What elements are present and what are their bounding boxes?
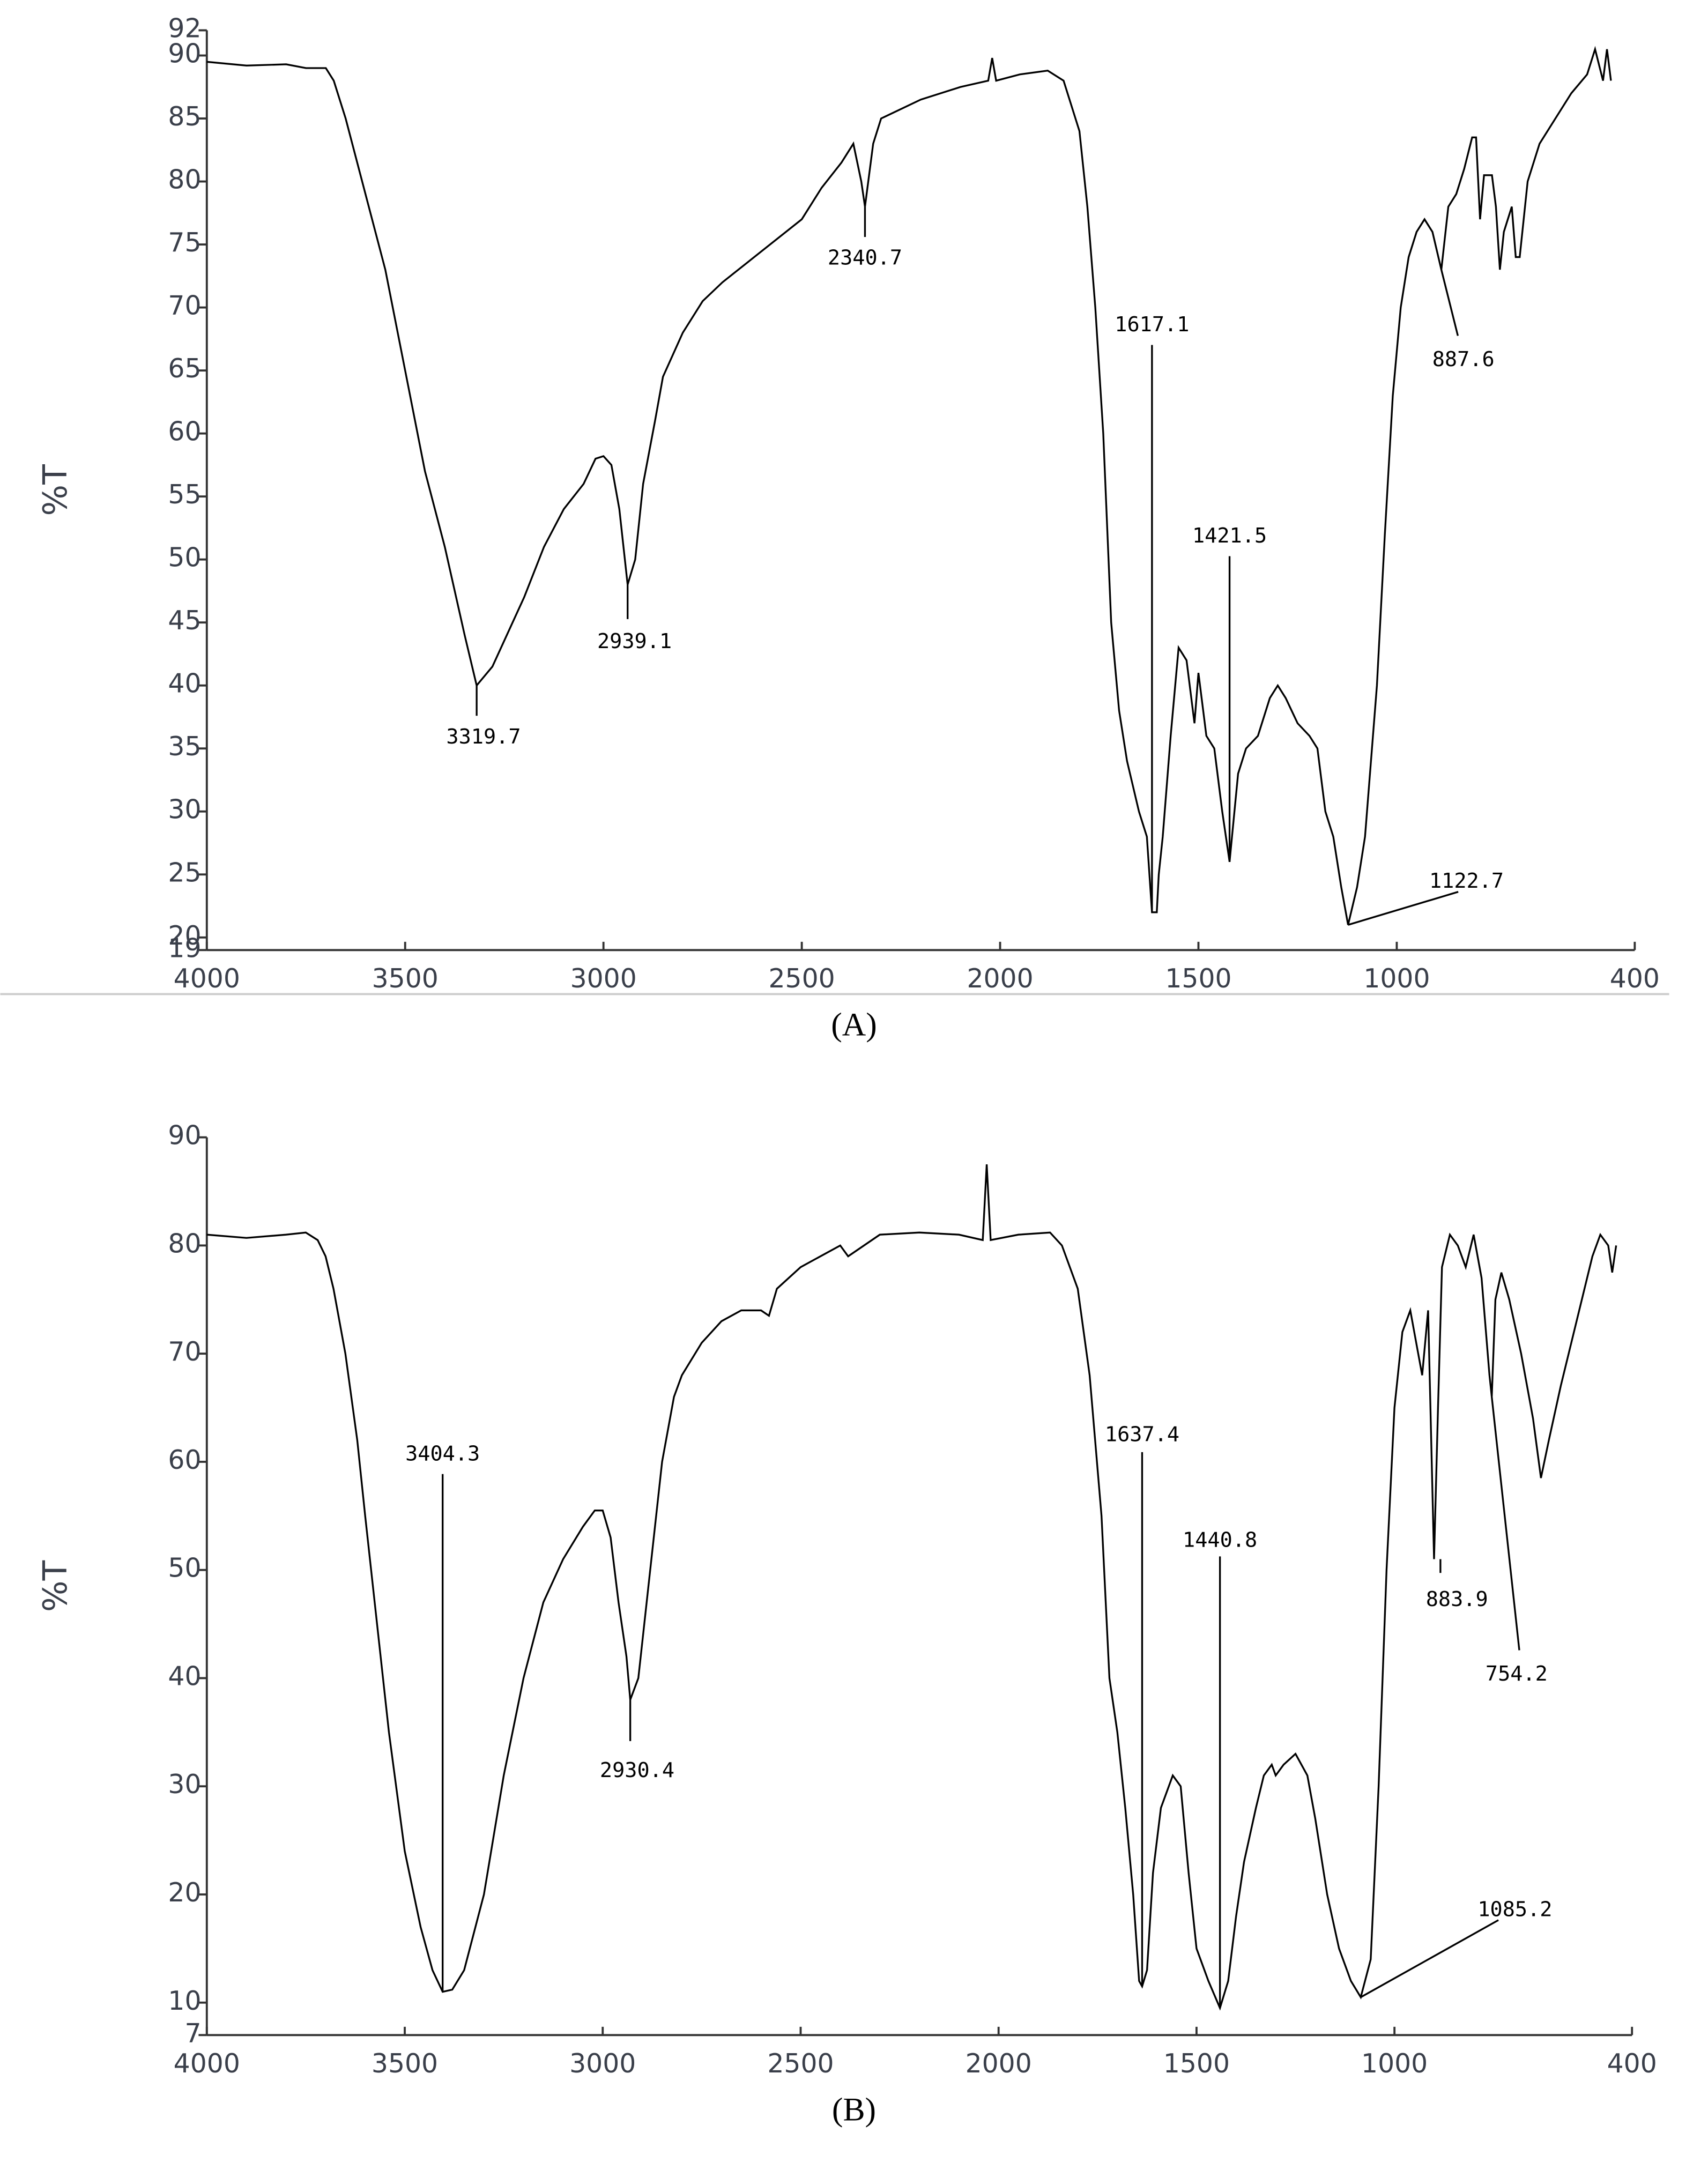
caption: (B) bbox=[832, 2092, 876, 2128]
y-tick-label: 75 bbox=[168, 227, 201, 258]
y-tick-label: 45 bbox=[168, 605, 201, 636]
peak-label: 1440.8 bbox=[1183, 1528, 1257, 1552]
peak-leader bbox=[1490, 1396, 1520, 1651]
y-tick-label: 90 bbox=[168, 39, 201, 69]
x-tick-label: 3000 bbox=[569, 2048, 636, 2079]
peak-label: 1637.4 bbox=[1105, 1423, 1179, 1447]
peak-label: 2939.1 bbox=[597, 629, 672, 653]
x-tick-label: 4000 bbox=[174, 963, 240, 994]
peak-leader bbox=[1360, 1919, 1499, 1998]
y-tick-label: 85 bbox=[168, 101, 201, 132]
x-tick-label: 3000 bbox=[570, 963, 637, 994]
x-tick-label: 400 bbox=[1610, 963, 1660, 994]
y-tick-label: 65 bbox=[168, 353, 201, 384]
x-tick-label: 2000 bbox=[967, 963, 1033, 994]
y-tick-label: 50 bbox=[168, 1553, 201, 1584]
y-tick-label: 19 bbox=[168, 933, 201, 963]
y-tick-label: 80 bbox=[168, 1228, 201, 1259]
x-tick-label: 3500 bbox=[372, 963, 439, 994]
peak-label: 1421.5 bbox=[1192, 524, 1267, 548]
y-tick-label: 25 bbox=[168, 857, 201, 888]
y-tick-label: 50 bbox=[168, 542, 201, 573]
y-tick-label: 80 bbox=[168, 165, 201, 195]
y-tick-label: 70 bbox=[168, 291, 201, 321]
y-tick-label: 35 bbox=[168, 731, 201, 762]
peak-label: 2930.4 bbox=[600, 1758, 674, 1782]
y-tick-label: 30 bbox=[168, 1769, 201, 1800]
peak-label: 3404.3 bbox=[405, 1441, 480, 1466]
peak-label: 1122.7 bbox=[1429, 869, 1504, 893]
peak-label: 887.6 bbox=[1432, 347, 1495, 371]
x-tick-label: 2000 bbox=[966, 2048, 1032, 2079]
y-tick-label: 30 bbox=[168, 794, 201, 825]
caption: (A) bbox=[831, 1007, 877, 1043]
x-tick-label: 1000 bbox=[1361, 2048, 1428, 2079]
y-tick-label: 55 bbox=[168, 479, 201, 510]
x-tick-label: 3500 bbox=[372, 2048, 438, 2079]
y-tick-label: 40 bbox=[168, 1661, 201, 1691]
y-tick-label: 7 bbox=[184, 2018, 201, 2048]
peak-leader bbox=[1348, 891, 1459, 926]
x-tick-label: 1000 bbox=[1363, 963, 1430, 994]
y-tick-label: 90 bbox=[168, 1120, 201, 1151]
x-tick-label: 4000 bbox=[174, 2048, 240, 2079]
peak-label: 3319.7 bbox=[446, 725, 521, 749]
x-tick-label: 1500 bbox=[1165, 963, 1231, 994]
y-tick-label: 20 bbox=[168, 1877, 201, 1908]
y-axis-label: %T bbox=[36, 464, 75, 516]
peak-leader bbox=[1440, 269, 1459, 336]
peak-label: 1085.2 bbox=[1477, 1897, 1552, 1921]
x-tick-label: 1500 bbox=[1163, 2048, 1230, 2079]
x-tick-label: 2500 bbox=[769, 963, 835, 994]
y-tick-label: 20 bbox=[168, 920, 201, 951]
peak-label: 883.9 bbox=[1426, 1587, 1488, 1611]
peak-label: 1617.1 bbox=[1115, 313, 1189, 337]
spectrum-line bbox=[206, 1164, 1617, 2011]
spectrum-line bbox=[206, 46, 1612, 925]
x-tick-label: 400 bbox=[1607, 2048, 1657, 2079]
y-tick-label: 10 bbox=[168, 1986, 201, 2016]
x-tick-label: 2500 bbox=[767, 2048, 834, 2079]
y-axis-label: %T bbox=[36, 1560, 75, 1612]
y-tick-label: 70 bbox=[168, 1336, 201, 1367]
y-tick-label: 60 bbox=[168, 417, 201, 447]
y-tick-label: 40 bbox=[168, 668, 201, 699]
peak-label: 754.2 bbox=[1486, 1662, 1548, 1686]
peak-label: 2340.7 bbox=[828, 246, 902, 270]
y-tick-label: 92 bbox=[168, 13, 201, 44]
y-tick-label: 60 bbox=[168, 1445, 201, 1475]
